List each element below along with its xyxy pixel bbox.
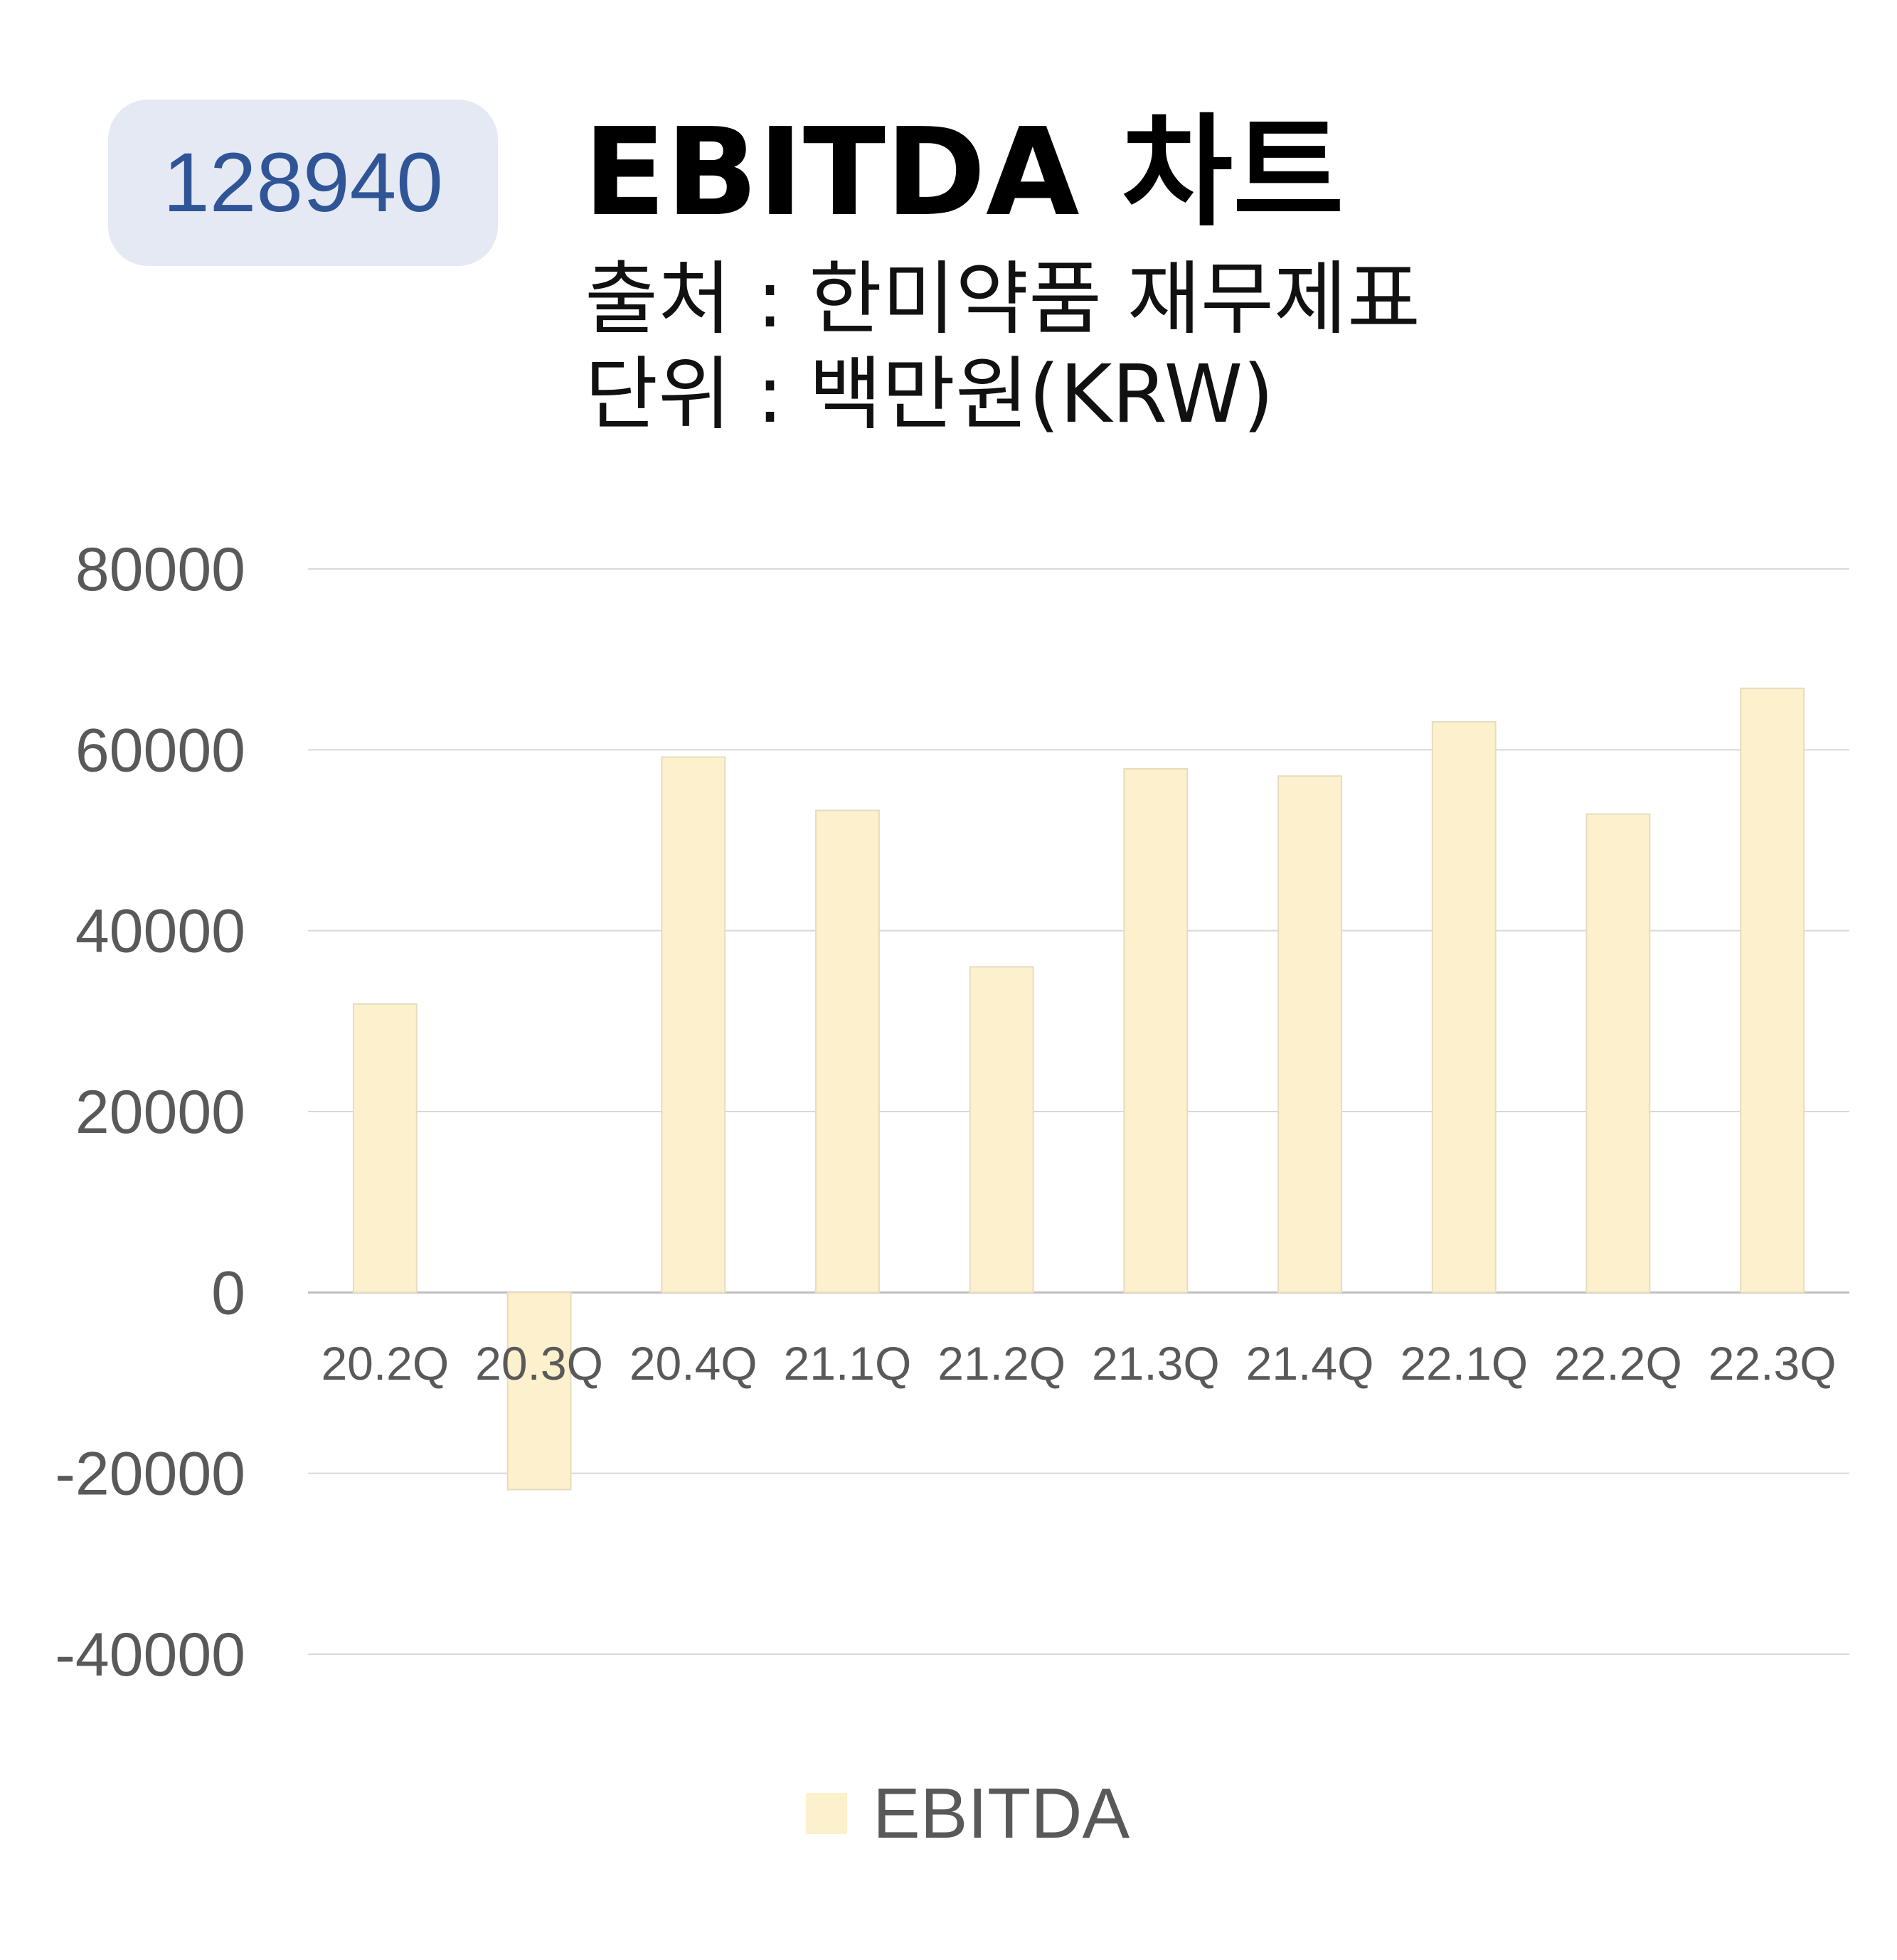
- bar-21.2Q: [969, 966, 1034, 1294]
- stock-code-badge: 128940: [108, 100, 498, 266]
- bar-22.3Q: [1740, 687, 1805, 1294]
- bar-20.3Q: [506, 1291, 572, 1491]
- legend: EBITDA: [806, 1778, 1130, 1849]
- bar-21.3Q: [1123, 768, 1189, 1294]
- x-tick-label: 22.2Q: [1554, 1337, 1682, 1390]
- x-tick-label: 21.3Q: [1092, 1337, 1220, 1390]
- bar-21.1Q: [815, 809, 880, 1294]
- bar-20.4Q: [661, 756, 726, 1294]
- legend-label: EBITDA: [873, 1774, 1130, 1853]
- bar-22.2Q: [1585, 813, 1651, 1294]
- x-tick-label: 21.1Q: [784, 1337, 912, 1390]
- y-tick-label: 0: [211, 1259, 245, 1327]
- y-axis-ticks: 80000 60000 40000 20000 0 -20000 -40000: [55, 536, 245, 1689]
- y-tick-label: 60000: [75, 716, 245, 784]
- y-tick-label: 80000: [75, 536, 245, 604]
- legend-swatch: [806, 1793, 847, 1834]
- y-tick-label: -40000: [55, 1621, 245, 1689]
- chart-title: EBITDA 차트: [583, 102, 1344, 243]
- source-label: 출처 : 한미약품 재무제표: [585, 253, 1420, 346]
- x-tick-label: 21.4Q: [1246, 1337, 1374, 1390]
- stock-code: 128940: [163, 136, 443, 230]
- x-axis-ticks: 20.2Q 20.3Q 20.4Q 21.1Q 21.2Q 21.3Q 21.4Q 22.1Q…: [321, 1337, 1836, 1390]
- x-tick-label: 22.1Q: [1400, 1337, 1528, 1390]
- x-tick-label: 21.2Q: [937, 1337, 1066, 1390]
- unit-label: 단위 : 백만원(KRW): [585, 348, 1274, 441]
- x-tick-label: 20.4Q: [629, 1337, 758, 1390]
- bars: [352, 687, 1805, 1491]
- y-tick-label: -20000: [55, 1440, 245, 1508]
- bar-22.1Q: [1431, 720, 1497, 1294]
- bar-20.2Q: [352, 1003, 418, 1294]
- y-tick-label: 40000: [75, 898, 245, 966]
- x-tick-label: 20.2Q: [321, 1337, 449, 1390]
- x-tick-label: 22.3Q: [1709, 1337, 1837, 1390]
- x-tick-label: 20.3Q: [475, 1337, 603, 1390]
- bar-21.4Q: [1277, 775, 1342, 1294]
- y-tick-label: 20000: [75, 1078, 245, 1146]
